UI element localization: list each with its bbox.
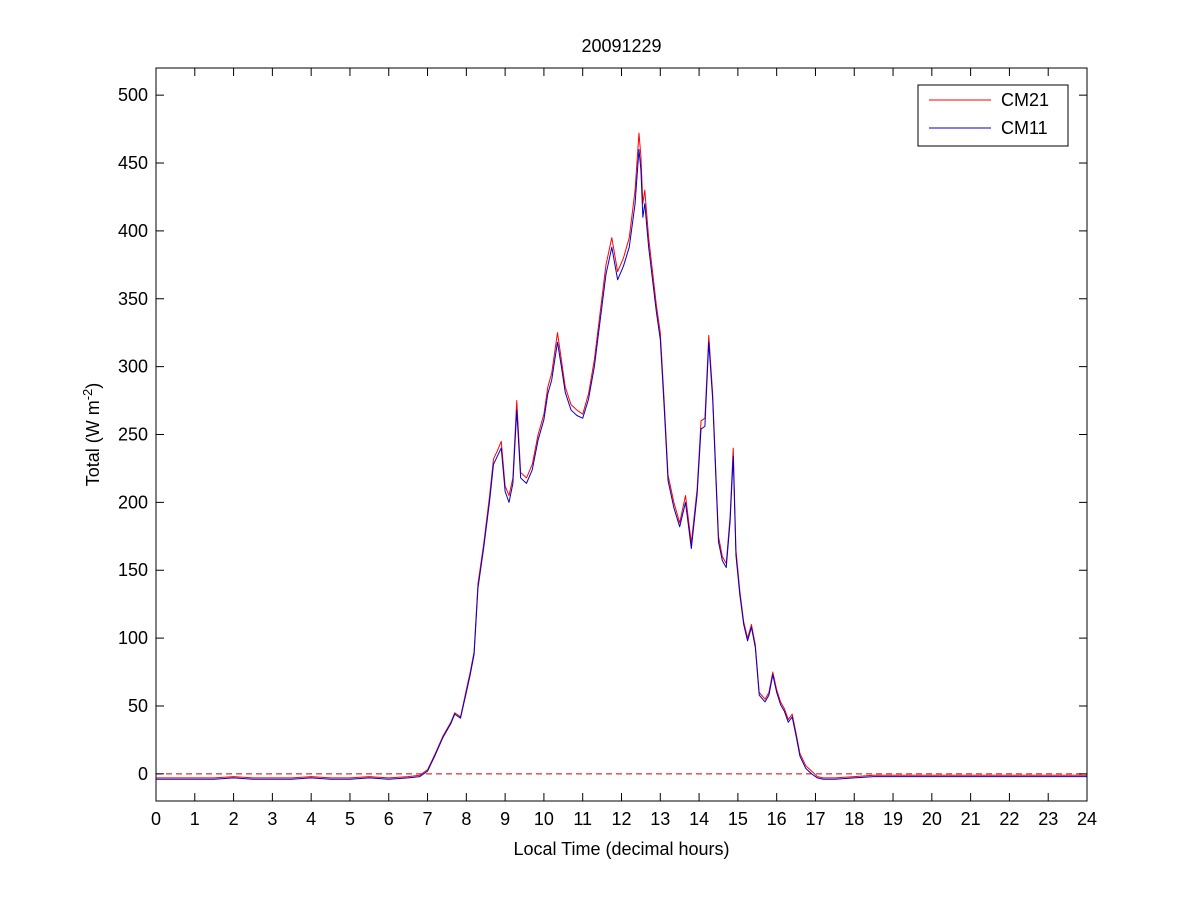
x-tick-label: 13 (650, 809, 670, 829)
x-tick-label: 11 (573, 809, 592, 829)
x-tick-label: 6 (384, 809, 394, 829)
y-axis-title: Total (W m-2) (80, 383, 104, 487)
legend: CM21 CM11 (917, 84, 1069, 147)
plot-area (156, 68, 1087, 801)
x-axis-title: Local Time (decimal hours) (513, 839, 729, 859)
series-line-cm21 (156, 132, 1087, 779)
x-tick-label: 12 (611, 809, 631, 829)
x-tick-label: 5 (345, 809, 355, 829)
x-tick-label: 2 (229, 809, 239, 829)
x-tick-label: 17 (805, 809, 825, 829)
x-tick-label: 15 (728, 809, 748, 829)
x-tick-label: 20 (922, 809, 942, 829)
x-tick-label: 16 (767, 809, 787, 829)
x-tick-label: 10 (534, 809, 554, 829)
x-tick-label: 4 (306, 809, 316, 829)
chart-title: 20091229 (581, 36, 661, 56)
x-tick-label: 18 (844, 809, 864, 829)
y-tick-label: 300 (118, 357, 148, 377)
y-tick-label: 250 (118, 425, 148, 445)
y-tick-label: 100 (118, 628, 148, 648)
y-tick-label: 500 (118, 85, 148, 105)
y-tick-label: 150 (118, 560, 148, 580)
legend-label-cm21: CM21 (1001, 90, 1049, 110)
x-tick-label: 24 (1077, 809, 1097, 829)
x-tick-label: 9 (500, 809, 510, 829)
y-axis-title-prefix: Total (W m (83, 400, 103, 486)
x-tick-label: 7 (423, 809, 433, 829)
y-tick-label: 200 (118, 492, 148, 512)
series-line-cm11 (156, 148, 1087, 780)
legend-box (917, 84, 1069, 147)
x-tick-label: 14 (689, 809, 709, 829)
y-tick-label: 400 (118, 221, 148, 241)
x-tick-label: 3 (267, 809, 277, 829)
x-tick-label: 1 (190, 809, 200, 829)
legend-label-cm11: CM11 (1001, 118, 1048, 138)
y-tick-label: 350 (118, 289, 148, 309)
y-axis-title-superscript: -2 (80, 389, 95, 401)
x-tick-label: 21 (961, 809, 981, 829)
y-tick-label: 0 (138, 764, 148, 784)
y-tick-label: 450 (118, 153, 148, 173)
x-tick-label: 23 (1038, 809, 1058, 829)
x-tick-label: 8 (461, 809, 471, 829)
x-tick-label: 0 (151, 809, 161, 829)
x-tick-label: 22 (999, 809, 1019, 829)
x-tick-label: 19 (883, 809, 903, 829)
y-axis-title-suffix: ) (83, 383, 103, 389)
y-tick-label: 50 (128, 696, 148, 716)
